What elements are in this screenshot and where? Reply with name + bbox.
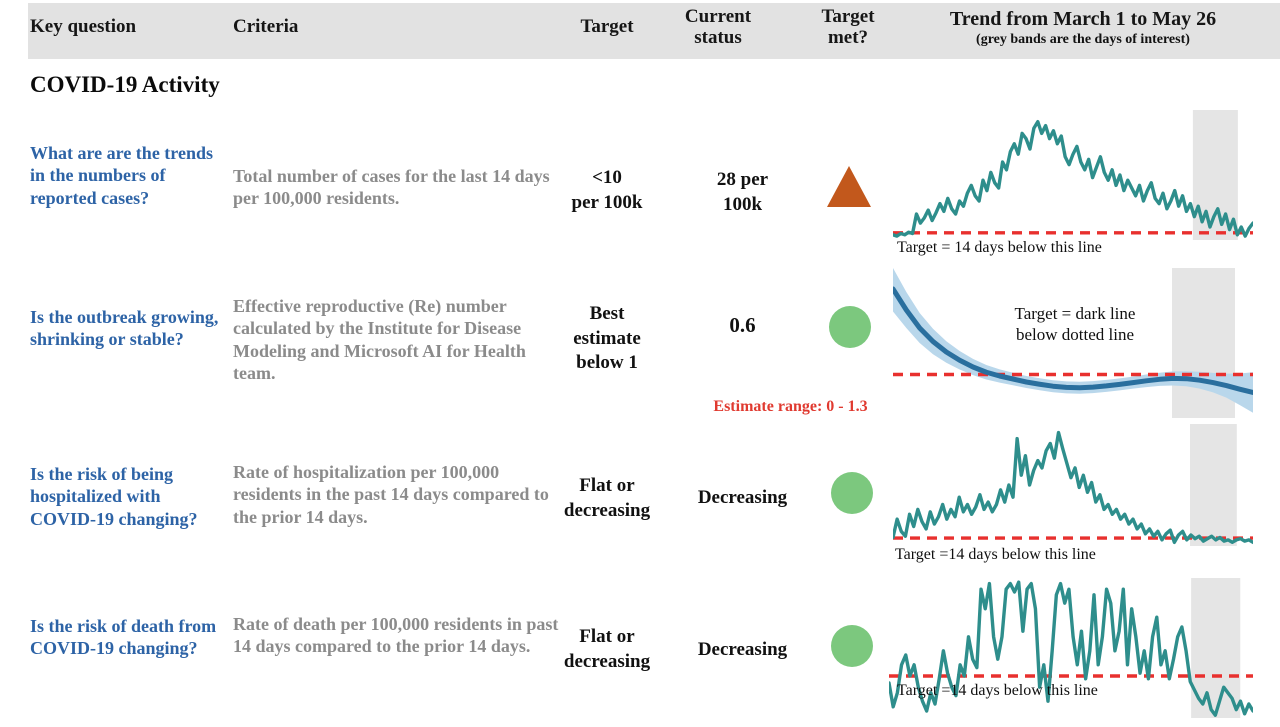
column-header-current-status: Current status (684, 6, 752, 49)
hospitalization-chart-caption: Target =14 days below this line (895, 546, 1096, 563)
target-cases: <10 per 100k (571, 167, 643, 213)
cases-chart-caption: Target = 14 days below this line (897, 239, 1102, 256)
target-hospitalized: Flat or decreasing (563, 475, 651, 521)
key-question-cases: What are are the trends in the numbers o… (30, 143, 213, 208)
cases-trend-chart (893, 110, 1253, 240)
death-trend-chart (889, 578, 1253, 718)
trend-header-title: Trend from March 1 to May 26 (949, 8, 1217, 30)
current-status-outbreak: 0.6 (729, 313, 756, 337)
criteria-hospitalized: Rate of hospitalization per 100,000 resi… (233, 462, 549, 527)
re-trend-chart (893, 268, 1253, 418)
table-header-row (28, 3, 1280, 59)
current-status-death: Decreasing (697, 639, 788, 660)
column-header-key-question: Key question (30, 16, 137, 37)
key-question-death: Is the risk of death from COVID-19 chang… (30, 616, 217, 659)
column-header-target-met: Target met? (821, 6, 875, 49)
re-chart-annotation: Target = dark line below dotted line (1014, 304, 1136, 345)
death-chart-caption: Target =14 days below this line (897, 682, 1098, 699)
target-met-circle-icon (831, 625, 873, 667)
column-header-target: Target (580, 16, 634, 37)
section-title: COVID-19 Activity (30, 72, 220, 97)
target-outbreak: Best estimate below 1 (573, 303, 641, 374)
target-not-met-triangle-icon (827, 166, 871, 207)
current-status-cases: 28 per 100k (716, 169, 769, 215)
trend-header-subtitle: (grey bands are the days of interest) (976, 32, 1190, 48)
criteria-cases: Total number of cases for the last 14 da… (233, 166, 550, 209)
target-death: Flat or decreasing (563, 626, 651, 672)
target-met-circle-icon (829, 306, 871, 348)
key-question-outbreak: Is the outbreak growing, shrinking or st… (30, 307, 219, 350)
key-question-hospitalized: Is the risk of being hospitalized with C… (30, 464, 198, 529)
column-header-trend: Trend from March 1 to May 26 (grey bands… (903, 8, 1263, 48)
criteria-outbreak: Effective reproductive (Re) number calcu… (233, 296, 526, 383)
hospitalization-trend-chart (893, 424, 1253, 546)
column-header-criteria: Criteria (233, 16, 299, 37)
estimate-range-note: Estimate range: 0 - 1.3 (713, 398, 868, 415)
target-met-circle-icon (831, 472, 873, 514)
current-status-hospitalized: Decreasing (697, 487, 788, 508)
criteria-death: Rate of death per 100,000 residents in p… (233, 614, 559, 657)
